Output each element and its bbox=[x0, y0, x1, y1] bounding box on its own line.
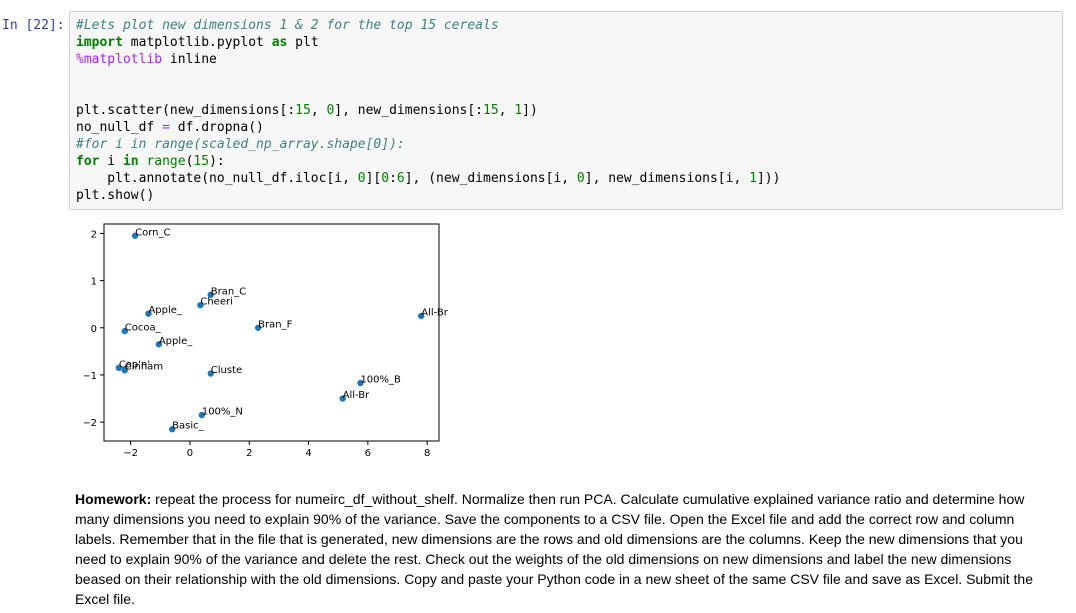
point-label: 100%_B bbox=[360, 374, 401, 385]
plot-frame bbox=[103, 223, 440, 442]
point-label: Bran_C bbox=[211, 286, 246, 297]
data-point bbox=[131, 232, 139, 239]
y-tick-label: 0 bbox=[91, 324, 97, 335]
y-tick-label: −2 bbox=[84, 418, 97, 429]
code-token: ][ bbox=[365, 171, 382, 186]
data-point bbox=[121, 327, 128, 335]
code-token: = bbox=[162, 120, 170, 135]
code-line: #Lets plot new dimensions 1 & 2 for the … bbox=[76, 17, 1062, 34]
code-token: 0 bbox=[326, 103, 335, 118]
code-token: ): bbox=[209, 154, 225, 169]
code-token: ], new_dimensions[: bbox=[334, 103, 484, 118]
cell-prompt: In [22]: bbox=[2, 18, 65, 33]
code-line: plt.scatter(new_dimensions[:15, 0], new_… bbox=[76, 102, 1062, 119]
point-label: Cap'n' bbox=[119, 359, 150, 370]
code-cell-editor[interactable]: #Lets plot new dimensions 1 & 2 for the … bbox=[69, 11, 1063, 210]
code-token: for bbox=[76, 154, 100, 169]
point-label: 100%_N bbox=[202, 407, 243, 418]
point-label: Cluste bbox=[211, 365, 242, 376]
code-token: as bbox=[271, 35, 288, 50]
code-token: i bbox=[99, 154, 123, 169]
code-token: ])) bbox=[756, 171, 781, 186]
code-line: for i in range(15): bbox=[76, 153, 1062, 170]
code-token: import bbox=[76, 35, 123, 50]
data-point bbox=[145, 310, 152, 317]
point-label: All-Br bbox=[343, 390, 371, 401]
data-point bbox=[339, 395, 346, 402]
code-token: ]) bbox=[522, 103, 538, 118]
point-label: Apple_ bbox=[159, 336, 193, 347]
homework-text: Homework: repeat the process for numeirc… bbox=[75, 489, 1045, 609]
data-point bbox=[418, 312, 425, 320]
code-line bbox=[76, 85, 1062, 102]
code-token: in bbox=[122, 154, 139, 169]
code-token: ( bbox=[185, 154, 194, 169]
data-point bbox=[207, 291, 214, 298]
code-line bbox=[76, 68, 1062, 85]
code-line: plt.show() bbox=[76, 187, 1062, 204]
code-line: %matplotlib inline bbox=[76, 51, 1062, 68]
point-label: Cinnam bbox=[125, 362, 163, 373]
code-token: no_null_df bbox=[76, 120, 163, 135]
code-line: no_null_df = df.dropna() bbox=[76, 119, 1062, 136]
code-token: 6 bbox=[396, 171, 405, 186]
code-token: 0 bbox=[357, 171, 366, 186]
data-point bbox=[198, 411, 206, 419]
code-token: 15 bbox=[483, 103, 499, 118]
code-token: 0 bbox=[576, 171, 585, 186]
point-label: Corn_C bbox=[135, 227, 170, 238]
code-text[interactable]: #Lets plot new dimensions 1 & 2 for the … bbox=[70, 12, 1062, 204]
data-point bbox=[357, 379, 364, 387]
code-token: ], new_dimensions[i, bbox=[584, 171, 750, 186]
x-tick-label: 2 bbox=[246, 448, 252, 459]
code-token: %matplotlib bbox=[76, 52, 163, 67]
code-line: #for i in range(scaled_np_array.shape[0]… bbox=[76, 136, 1062, 153]
code-line: plt.annotate(no_null_df.iloc[i, 0][0:6],… bbox=[76, 170, 1062, 187]
code-token: 0 bbox=[381, 171, 390, 186]
code-token: 1 bbox=[749, 171, 757, 186]
data-point bbox=[155, 341, 163, 348]
homework-body: repeat the process for numeirc_df_withou… bbox=[75, 491, 1034, 607]
x-tick-label: 6 bbox=[365, 448, 371, 459]
data-point bbox=[168, 426, 176, 433]
code-token: ], (new_dimensions[i, bbox=[404, 171, 577, 186]
code-token: plt.scatter(new_dimensions[: bbox=[76, 103, 296, 118]
x-tick-label: −2 bbox=[123, 448, 138, 459]
x-tick-label: 0 bbox=[187, 448, 193, 459]
code-token: #for i in range(scaled_np_array.shape[0]… bbox=[76, 137, 405, 152]
point-label: Apple_ bbox=[148, 305, 182, 316]
code-token: plt bbox=[287, 35, 319, 50]
data-point bbox=[254, 324, 262, 331]
point-label: Basic_ bbox=[172, 421, 204, 432]
y-tick-label: 2 bbox=[91, 229, 97, 240]
homework-label: Homework: bbox=[75, 491, 152, 507]
code-token: 15 bbox=[295, 103, 311, 118]
code-token: matplotlib.pyplot bbox=[122, 35, 272, 50]
code-token: 1 bbox=[514, 103, 523, 118]
code-line: import matplotlib.pyplot as plt bbox=[76, 34, 1062, 51]
y-tick-label: 1 bbox=[91, 277, 97, 288]
code-token: df.dropna() bbox=[169, 120, 264, 135]
code-token: #Lets plot new dimensions 1 & 2 for the … bbox=[76, 18, 499, 33]
point-label: Cocoa_ bbox=[125, 323, 162, 334]
code-token: , bbox=[310, 103, 327, 118]
code-token: , bbox=[498, 103, 515, 118]
point-label: Cheeri bbox=[200, 297, 233, 308]
code-token: : bbox=[389, 171, 397, 186]
y-tick-label: −1 bbox=[84, 371, 97, 382]
point-label: Bran_F bbox=[258, 319, 292, 330]
data-point bbox=[121, 367, 128, 374]
code-token: plt.show() bbox=[76, 188, 155, 203]
data-point bbox=[115, 364, 123, 372]
code-token: 15 bbox=[193, 154, 210, 169]
data-point bbox=[197, 301, 204, 309]
code-token: range bbox=[146, 154, 186, 169]
code-token: inline bbox=[162, 52, 217, 67]
code-token: plt.annotate(no_null_df.iloc[i, bbox=[76, 171, 358, 186]
x-tick-label: 8 bbox=[424, 448, 430, 459]
x-tick-label: 4 bbox=[305, 448, 311, 459]
data-point bbox=[207, 370, 214, 377]
point-label: All-Br bbox=[421, 307, 449, 318]
